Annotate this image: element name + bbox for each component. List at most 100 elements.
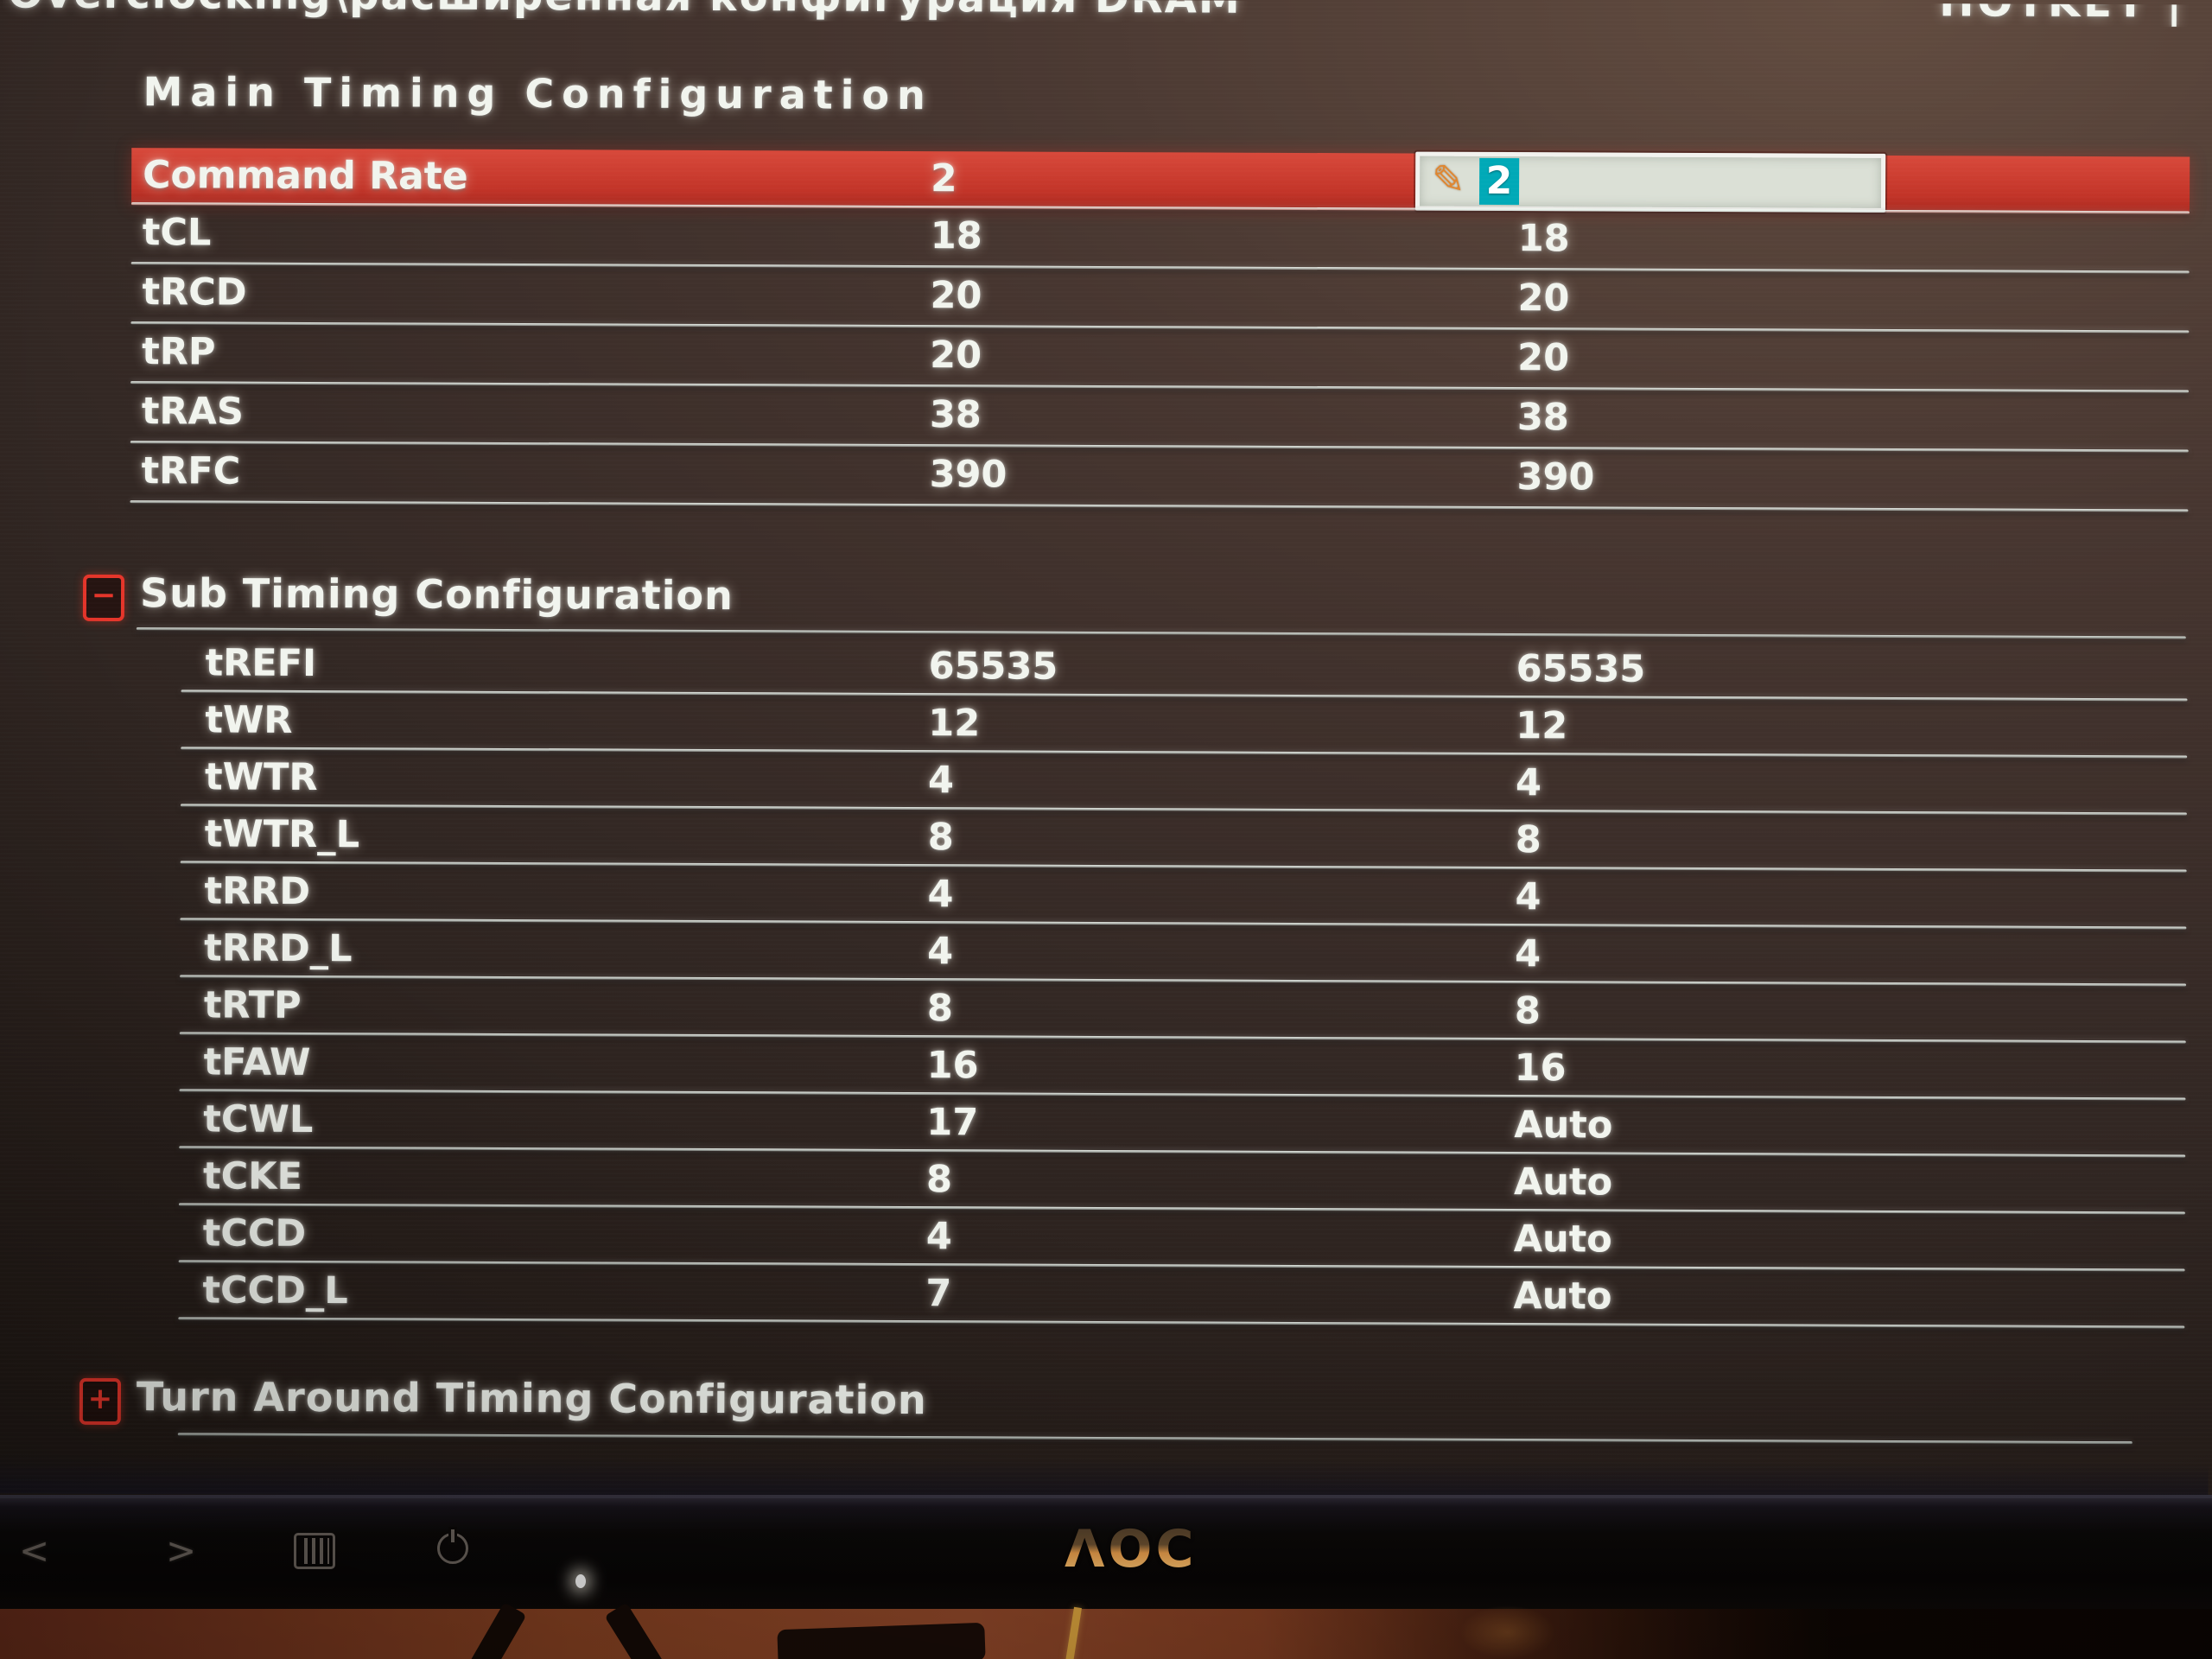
row-current-value: 7 (925, 1272, 952, 1316)
sub-timing-section-header[interactable]: − Sub Timing Configuration (82, 569, 734, 624)
value-edit-input[interactable]: ✎ 2 (1414, 151, 1886, 213)
row-setting-value: 38 (1516, 396, 1569, 440)
row-current-value: 4 (925, 1215, 952, 1259)
pencil-icon: ✎ (1432, 156, 1465, 203)
row-label: tREFI (205, 641, 317, 686)
row-setting-value: 8 (1514, 989, 1541, 1033)
row-twtr[interactable]: tWTR 4 4 (180, 749, 2187, 816)
row-current-value: 4 (927, 759, 955, 803)
monitor-left-button[interactable]: < (19, 1529, 50, 1572)
row-trefi[interactable]: tREFI 65535 65535 (181, 635, 2188, 702)
row-setting-value: Auto (1513, 1274, 1612, 1319)
hotkey-label: HOTKEY | (1939, 0, 2186, 28)
row-current-value: 65535 (928, 645, 1058, 689)
row-twtr-l[interactable]: tWTR_L 8 8 (180, 806, 2187, 873)
row-setting-value: Auto (1513, 1217, 1612, 1262)
bios-page: Overclocking\расширенная конфигурация DR… (0, 0, 2212, 1503)
turn-around-section-title: Turn Around Timing Configuration (136, 1373, 927, 1424)
row-current-value: 17 (926, 1101, 979, 1145)
monitor-menu-button[interactable] (294, 1533, 335, 1569)
page-breadcrumb: Overclocking\расширенная конфигурация DR… (8, 0, 1242, 23)
row-label: tCKE (202, 1154, 302, 1198)
row-current-value: 8 (926, 987, 953, 1031)
turn-around-section-header[interactable]: + Turn Around Timing Configuration (79, 1373, 927, 1428)
collapse-icon[interactable]: − (82, 574, 125, 622)
aoc-logo: ΛOC (1065, 1519, 1198, 1580)
row-label: tWTR (204, 755, 318, 800)
bezel-edge-highlight (0, 1495, 2212, 1498)
row-setting-value: 4 (1515, 932, 1541, 976)
row-label: tWR (205, 698, 293, 742)
row-current-value: 20 (930, 274, 982, 318)
row-current-value: 20 (930, 334, 982, 378)
row-twr[interactable]: tWR 12 12 (181, 692, 2188, 759)
row-trfc[interactable]: tRFC 390 390 (130, 443, 2189, 512)
row-label: tRRD_L (204, 926, 353, 971)
monitor-bezel: ΛOC < > (0, 1495, 2212, 1616)
row-divider (178, 1317, 2185, 1329)
monitor-stand-leg (467, 1602, 527, 1659)
monitor-stand-base (777, 1622, 986, 1659)
row-label: tCCD (202, 1211, 307, 1255)
row-label: tCCD_L (202, 1268, 348, 1313)
monitor-power-button[interactable] (437, 1529, 468, 1564)
row-tcke[interactable]: tCKE 8 Auto (178, 1148, 2185, 1215)
row-tfaw[interactable]: tFAW 16 16 (179, 1034, 2186, 1101)
row-setting-value: 18 (1517, 217, 1570, 261)
row-current-value: 18 (930, 214, 982, 258)
row-label: tCWL (203, 1097, 314, 1142)
power-led (575, 1574, 586, 1588)
edit-value-text: 2 (1478, 157, 1520, 206)
row-trcd[interactable]: tRCD 20 20 (130, 264, 2190, 334)
row-setting-value: 16 (1514, 1046, 1567, 1090)
row-tcwl[interactable]: tCWL 17 Auto (179, 1091, 2186, 1158)
monitor-stand-leg (604, 1602, 666, 1659)
row-current-value: 8 (925, 1158, 953, 1202)
yellow-cable (1065, 1606, 1082, 1659)
row-trrd-l[interactable]: tRRD_L 4 4 (180, 920, 2187, 987)
sub-timing-section-title: Sub Timing Configuration (139, 569, 734, 620)
row-setting-value: 20 (1517, 276, 1570, 321)
row-trp[interactable]: tRP 20 20 (130, 324, 2190, 393)
bios-top-bar: Overclocking\расширенная конфигурация DR… (3, 0, 2212, 28)
sub-timing-rows: tREFI 65535 65535 tWR 12 12 tWTR 4 4 (178, 635, 2188, 1329)
row-trrd[interactable]: tRRD 4 4 (180, 863, 2187, 930)
row-setting-value: Auto (1513, 1160, 1613, 1205)
row-command-rate-selected[interactable]: Command Rate 2 ✎ 2 (130, 148, 2190, 214)
row-setting-value: 12 (1516, 704, 1568, 748)
row-label: tRAS (141, 390, 244, 434)
row-current-value: 8 (927, 816, 954, 860)
row-label: tFAW (203, 1040, 311, 1084)
row-current-value: 2 (931, 156, 957, 201)
row-setting-value: Auto (1514, 1103, 1613, 1147)
monitor-screen: Overclocking\расширенная конфигурация DR… (0, 0, 2212, 1503)
row-label: tRTP (203, 983, 302, 1027)
row-setting-value: 4 (1515, 761, 1542, 805)
row-label: tCL (142, 211, 212, 255)
row-tccd-l[interactable]: tCCD_L 7 Auto (178, 1262, 2185, 1329)
row-current-value: 390 (929, 453, 1007, 497)
row-current-value: 38 (929, 393, 982, 437)
row-setting-value: 4 (1515, 875, 1541, 919)
row-current-value: 4 (927, 873, 954, 917)
section-divider (177, 1433, 2133, 1445)
row-label: tRCD (142, 270, 247, 315)
row-label: tRFC (141, 449, 241, 493)
row-setting-value: 8 (1515, 818, 1541, 862)
row-setting-value: 390 (1516, 455, 1595, 499)
row-setting-value: 20 (1517, 336, 1570, 380)
row-label: tWTR_L (204, 812, 360, 857)
row-setting-value: 65535 (1516, 647, 1646, 691)
monitor-right-button[interactable]: > (166, 1529, 197, 1572)
row-tccd[interactable]: tCCD 4 Auto (178, 1205, 2185, 1272)
row-trtp[interactable]: tRTP 8 8 (179, 977, 2186, 1044)
expand-icon[interactable]: + (79, 1377, 122, 1426)
desk-shadow (1262, 1609, 2212, 1659)
main-timing-rows: tCL 18 18 tRCD 20 20 tRP 20 20 (130, 205, 2190, 512)
row-label: Command Rate (143, 153, 468, 199)
row-tcl[interactable]: tCL 18 18 (130, 205, 2190, 274)
row-tras[interactable]: tRAS 38 38 (130, 384, 2189, 453)
row-label: tRRD (204, 869, 311, 913)
row-current-value: 4 (927, 930, 954, 974)
